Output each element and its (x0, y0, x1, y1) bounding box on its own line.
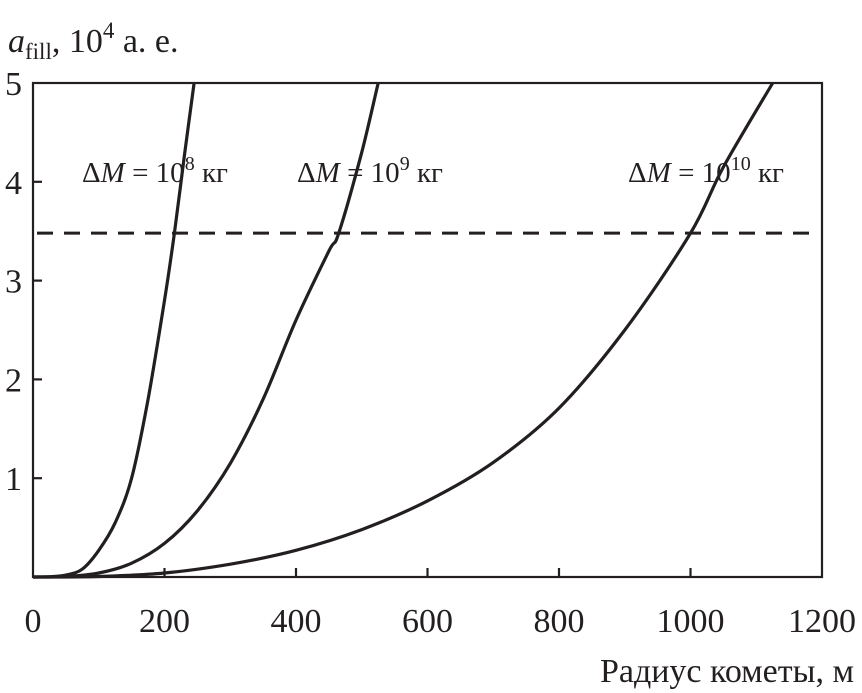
y-axis-label-suffix: а. е. (114, 23, 178, 60)
x-axis-label: Радиус кометы, м (600, 653, 854, 690)
x-tick-label: 800 (534, 603, 585, 640)
x-tick-label: 600 (402, 603, 453, 640)
y-axis-label-sub: fill (25, 39, 52, 64)
series-label-1: ΔM = 108 кг (82, 153, 228, 189)
x-tick-label: 200 (139, 603, 190, 640)
x-tick-label: 400 (271, 603, 322, 640)
series-label-layer: ΔM = 108 кг ΔM = 109 кг ΔM = 1010 кг (82, 153, 784, 189)
series-label-2: ΔM = 109 кг (297, 153, 443, 189)
y-tick-label: 1 (5, 461, 22, 498)
y-axis-label-prefix: , 10 (52, 23, 103, 60)
tick-layer: 0 200 400 600 800 1000 1200 1 2 3 4 5 (5, 66, 856, 640)
x-tick-label: 1000 (657, 603, 725, 640)
y-axis-label-sup: 4 (103, 18, 115, 43)
series-line-2 (32, 82, 380, 579)
y-tick-label: 2 (5, 362, 22, 399)
y-axis-label: afill, 104 а. е. (8, 18, 179, 64)
x-tick-label: 0 (25, 603, 42, 640)
y-axis-label-main: a (8, 23, 25, 60)
y-tick-label: 3 (5, 264, 22, 301)
x-tick-label: 1200 (788, 603, 856, 640)
series-label-3: ΔM = 1010 кг (628, 153, 784, 189)
y-tick-label: 5 (5, 66, 22, 103)
y-tick-label: 4 (5, 165, 22, 202)
